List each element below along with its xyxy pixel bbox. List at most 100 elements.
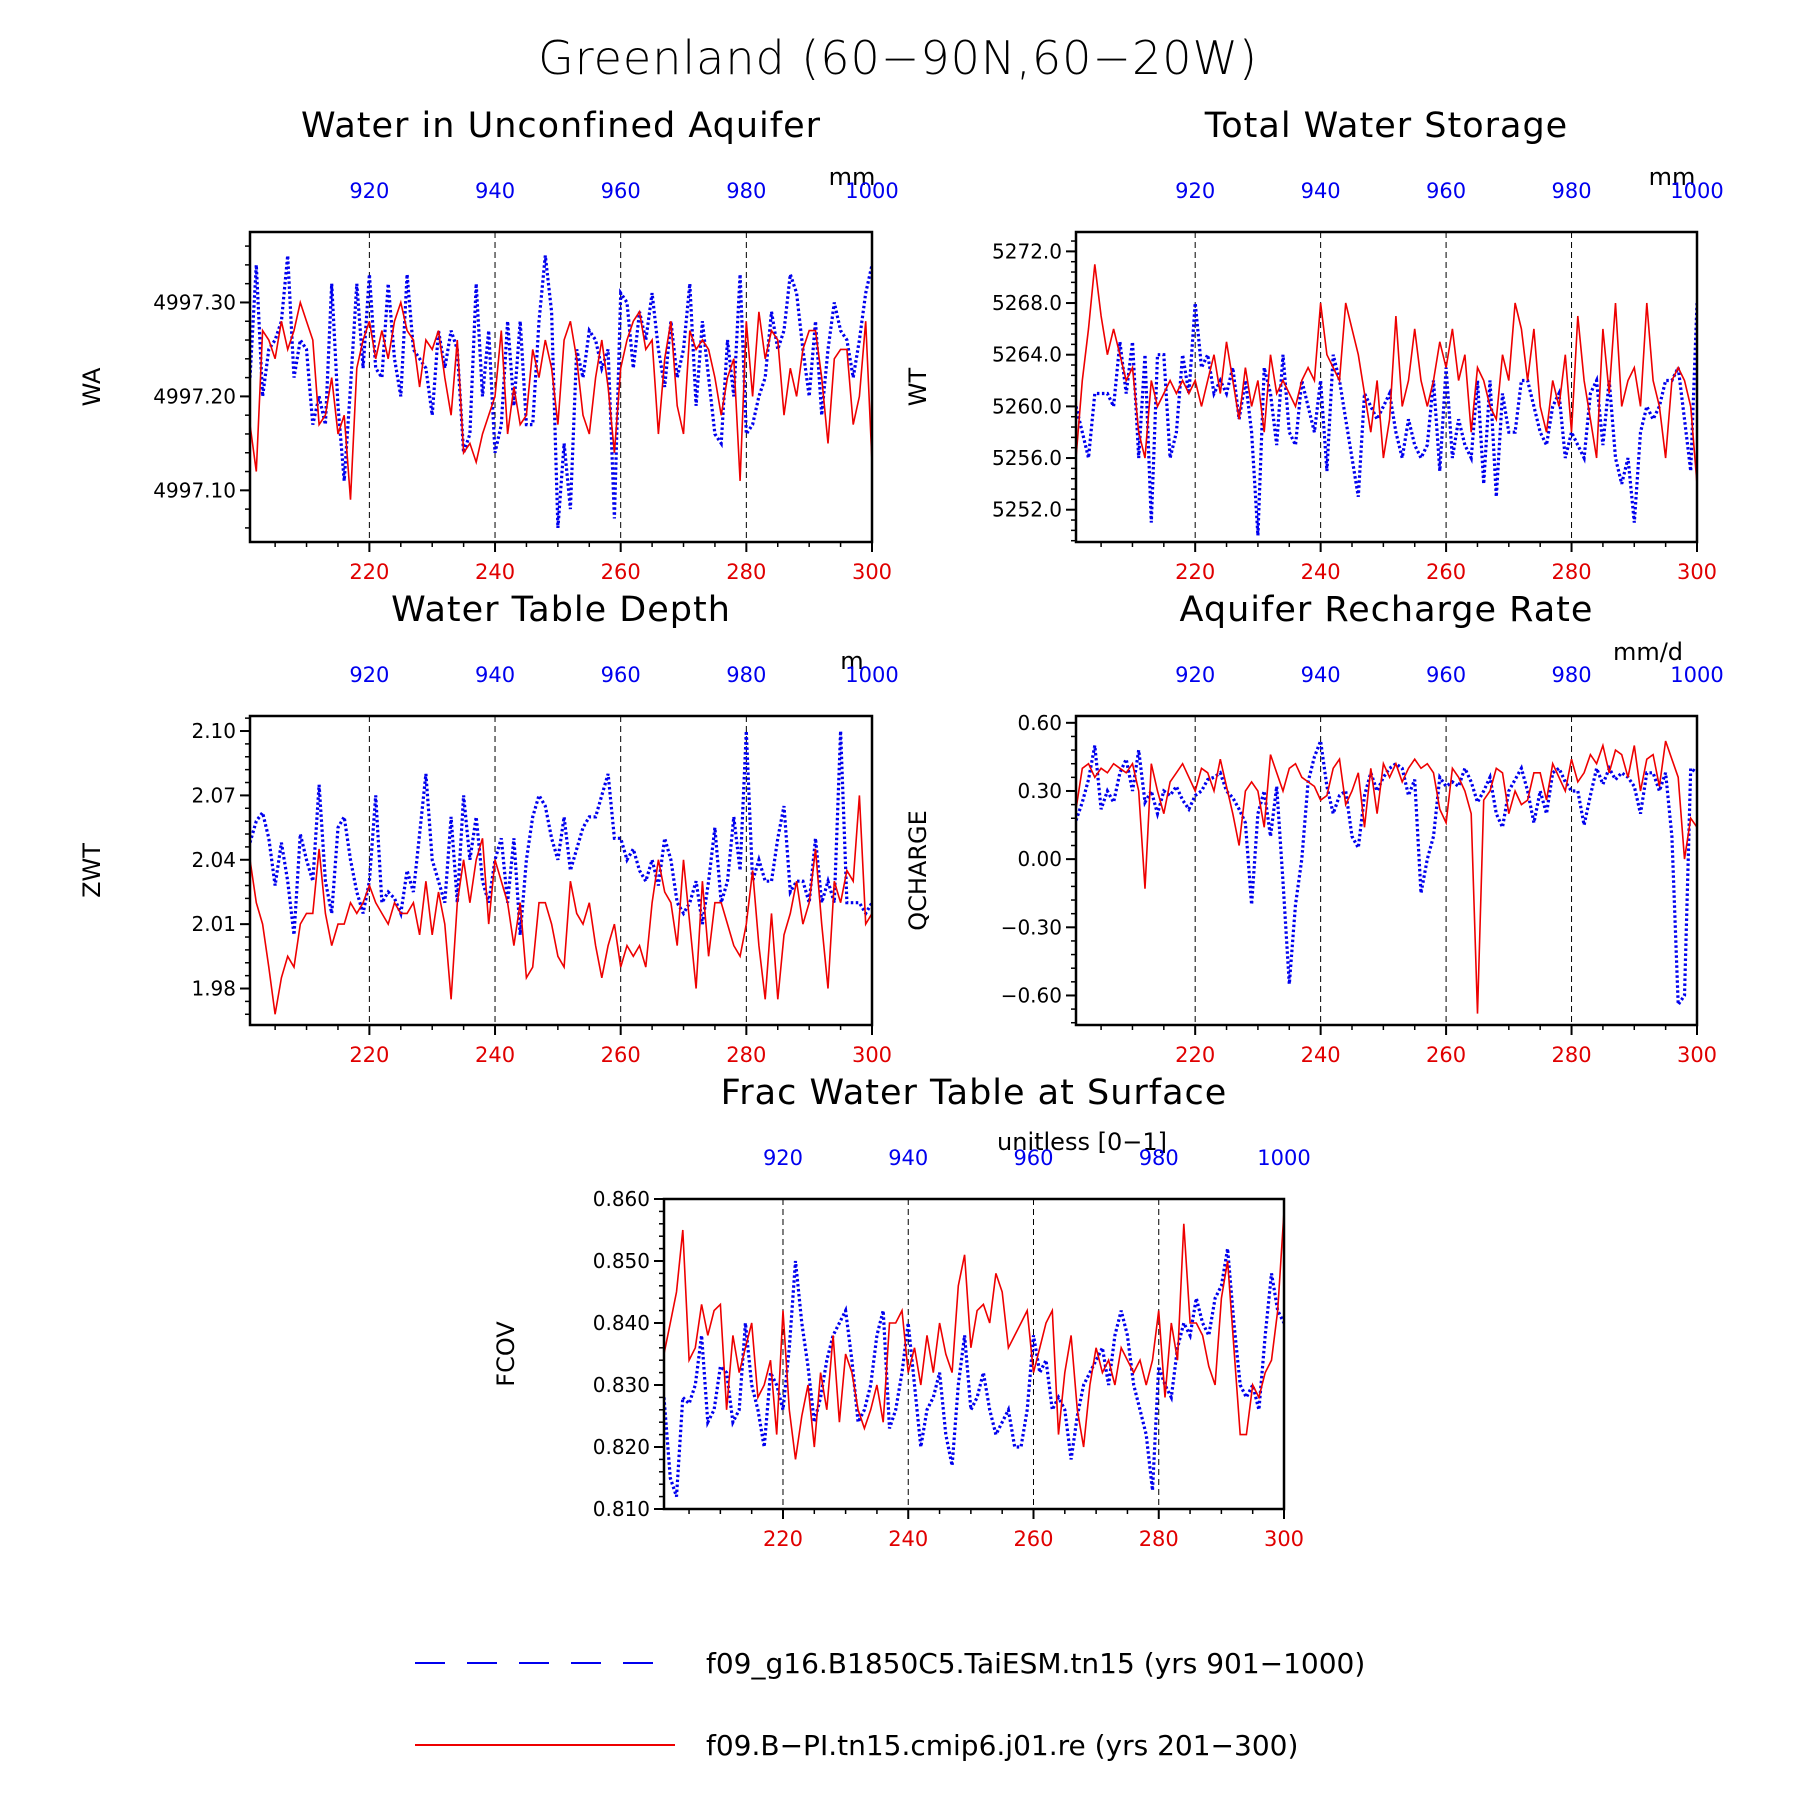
panels-container: Water in Unconfined Aquifer mm WA 4997.10 49… [78, 106, 1724, 1551]
x-tick-label-top: 920 [349, 179, 389, 203]
y-tick-label: −0.60 [1001, 983, 1062, 1007]
y-tick-label: 4997.30 [153, 290, 236, 314]
x-tick-label-bottom: 220 [1175, 1043, 1215, 1067]
plot-frame [662, 1197, 1286, 1511]
x-tick-label-bottom: 240 [475, 560, 515, 584]
units-label: mm/d [1613, 638, 1683, 666]
x-tick-label-top: 920 [1175, 179, 1215, 203]
y-tick-label: 0.840 [593, 1311, 650, 1335]
y-tick-label: 0.60 [1017, 711, 1062, 735]
y-tick-label: 5256.0 [992, 446, 1062, 470]
x-tick-label-bottom: 300 [1677, 560, 1717, 584]
x-tick-label-top: 940 [1301, 663, 1341, 687]
y-tick-label: 5268.0 [992, 291, 1062, 315]
x-tick-label-top: 1000 [1257, 1146, 1310, 1170]
x-tick-label-bottom: 240 [888, 1527, 928, 1551]
y-tick-label: 1.98 [191, 977, 236, 1001]
units-label: unitless [0−1] [997, 1128, 1167, 1156]
y-tick-label: 5272.0 [992, 239, 1062, 263]
series-line-taiesm [1076, 734, 1697, 1010]
x-tick-label-bottom: 260 [1426, 1043, 1466, 1067]
y-tick-label: 5252.0 [992, 498, 1062, 522]
x-tick-label-top: 960 [1426, 663, 1466, 687]
y-tick-label: 5264.0 [992, 343, 1062, 367]
legend: f09_g16.B1850C5.TaiESM.tn15 (yrs 901−100… [415, 1647, 1365, 1762]
x-tick-label-top: 980 [1551, 663, 1591, 687]
y-tick-label: 0.860 [593, 1187, 650, 1211]
series-line-cmip6 [1076, 264, 1697, 484]
x-tick-label-bottom: 260 [1013, 1527, 1053, 1551]
x-tick-label-top: 1000 [845, 663, 898, 687]
y-tick-label: −0.30 [1001, 915, 1062, 939]
panel-title: Water Table Depth [391, 590, 731, 630]
units-label: mm [829, 163, 876, 191]
panel-title: Frac Water Table at Surface [721, 1073, 1228, 1113]
x-tick-label-bottom: 240 [1301, 560, 1341, 584]
panel-5: Frac Water Table at Surface unitless [0−1… [492, 1073, 1311, 1551]
x-tick-label-bottom: 240 [475, 1043, 515, 1067]
x-tick-label-top: 920 [1175, 663, 1215, 687]
x-tick-label-top: 960 [601, 179, 641, 203]
figure-title: Greenland (60−90N,60−20W) [538, 31, 1258, 85]
x-tick-label-top: 980 [726, 179, 766, 203]
series-line-cmip6 [250, 795, 872, 1015]
y-tick-label: 2.04 [191, 848, 236, 872]
series-line-taiesm [664, 1248, 1284, 1498]
x-tick-label-top: 960 [1426, 179, 1466, 203]
x-tick-label-bottom: 220 [349, 1043, 389, 1067]
x-tick-label-bottom: 260 [601, 1043, 641, 1067]
x-tick-label-top: 940 [475, 179, 515, 203]
x-tick-label-bottom: 220 [1175, 560, 1215, 584]
y-axis-label: WT [904, 367, 932, 406]
x-tick-label-bottom: 280 [1139, 1527, 1179, 1551]
legend-label-cmip6: f09.B−PI.tn15.cmip6.j01.re (yrs 201−300) [706, 1729, 1298, 1762]
series-line-cmip6 [1076, 740, 1697, 1014]
panel-2: Total Water Storage mm WT 5252.0 5256.0 5260.… [904, 106, 1724, 584]
plot-frame [248, 714, 874, 1027]
y-axis-label: FCOV [492, 1321, 520, 1387]
y-axis-label: WA [78, 367, 106, 406]
y-tick-label: 0.820 [593, 1435, 650, 1459]
x-tick-label-top: 940 [888, 1146, 928, 1170]
x-tick-label-top: 960 [601, 663, 641, 687]
legend-label-taiesm: f09_g16.B1850C5.TaiESM.tn15 (yrs 901−100… [706, 1647, 1365, 1680]
units-label: mm [1649, 163, 1696, 191]
x-tick-label-bottom: 260 [601, 560, 641, 584]
y-tick-label: 0.30 [1017, 779, 1062, 803]
plot-frame [1074, 230, 1699, 544]
y-tick-label: 0.00 [1017, 847, 1062, 871]
x-tick-label-bottom: 220 [349, 560, 389, 584]
plot-frame [1074, 714, 1699, 1027]
y-tick-label: 2.01 [191, 912, 236, 936]
x-tick-label-top: 940 [1301, 179, 1341, 203]
x-tick-label-top: 980 [1551, 179, 1591, 203]
y-axis-label: QCHARGE [904, 810, 932, 931]
series-line-cmip6 [250, 299, 872, 500]
y-tick-label: 0.810 [593, 1497, 650, 1521]
x-tick-label-top: 980 [1139, 1146, 1179, 1170]
y-tick-label: 5260.0 [992, 394, 1062, 418]
x-tick-label-bottom: 280 [726, 560, 766, 584]
y-tick-label: 0.830 [593, 1373, 650, 1397]
y-tick-label: 0.850 [593, 1249, 650, 1273]
x-tick-label-bottom: 220 [763, 1527, 803, 1551]
units-label: m [840, 647, 863, 675]
x-tick-label-bottom: 240 [1301, 1043, 1341, 1067]
x-tick-label-bottom: 280 [726, 1043, 766, 1067]
x-tick-label-bottom: 280 [1551, 560, 1591, 584]
panel-title: Total Water Storage [1204, 106, 1568, 146]
series-line-cmip6 [664, 1211, 1284, 1460]
x-tick-label-top: 1000 [845, 179, 898, 203]
y-axis-label: ZWT [78, 843, 106, 898]
panel-title: Aquifer Recharge Rate [1180, 590, 1594, 630]
panel-title: Water in Unconfined Aquifer [301, 106, 821, 146]
x-tick-label-bottom: 300 [852, 1043, 892, 1067]
y-tick-label: 2.10 [191, 719, 236, 743]
x-tick-label-top: 920 [349, 663, 389, 687]
panel-3: Water Table Depth m ZWT 1.98 2.01 2.04 2.07 2.1… [78, 590, 899, 1067]
x-tick-label-top: 960 [1013, 1146, 1053, 1170]
x-tick-label-top: 920 [763, 1146, 803, 1170]
x-tick-label-top: 1000 [1670, 663, 1723, 687]
x-tick-label-bottom: 260 [1426, 560, 1466, 584]
